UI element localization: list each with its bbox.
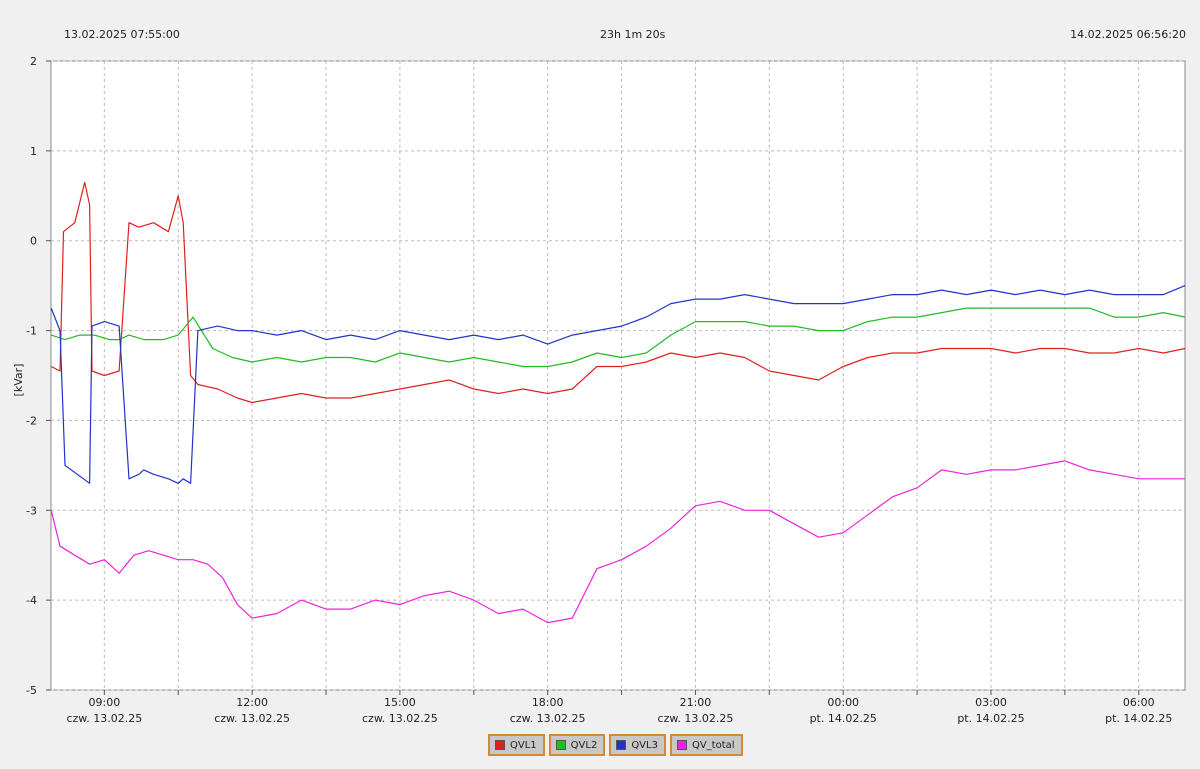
legend-label-qvl3: QVL3 xyxy=(631,739,658,751)
y-tick-label: 2 xyxy=(30,55,37,68)
series-line-qvl2 xyxy=(51,307,1186,368)
series-line-qvl3 xyxy=(50,285,1186,484)
x-tick-label-time: 09:00 xyxy=(89,696,121,709)
legend-item-qv-total[interactable]: QV_total xyxy=(669,734,743,756)
x-tick-label-time: 06:00 xyxy=(1123,696,1155,709)
x-tick-label-time: 15:00 xyxy=(384,696,416,709)
y-tick-label: -3 xyxy=(26,504,37,517)
legend-label-qv-total: QV_total xyxy=(691,739,735,751)
grid-lines xyxy=(51,60,1185,691)
x-tick-label-date: czw. 13.02.25 xyxy=(362,712,438,725)
y-tick-label: 1 xyxy=(30,145,37,158)
legend-item-qvl3[interactable]: QVL3 xyxy=(609,734,666,756)
legend-swatch-qvl2 xyxy=(555,740,566,750)
series-line-qvl1 xyxy=(50,181,1186,404)
x-tick-label-time: 18:00 xyxy=(532,696,564,709)
legend-swatch-qv-total xyxy=(676,740,687,750)
x-tick-label-date: czw. 13.02.25 xyxy=(658,712,734,725)
legend-swatch-qvl1 xyxy=(495,740,505,750)
y-tick-label: 0 xyxy=(30,235,37,248)
x-tick-label-time: 00:00 xyxy=(827,696,859,709)
x-tick-label-date: pt. 14.02.25 xyxy=(1105,712,1172,725)
legend-item-qvl1[interactable]: QVL1 xyxy=(488,734,545,756)
legend-swatch-qvl3 xyxy=(616,740,627,750)
x-tick-label-date: pt. 14.02.25 xyxy=(957,712,1024,725)
x-tick-label-date: pt. 14.02.25 xyxy=(810,712,877,725)
x-tick-label-date: czw. 13.02.25 xyxy=(66,712,142,725)
legend-label-qvl2: QVL2 xyxy=(570,739,598,751)
series-line-qv-total xyxy=(50,460,1186,624)
legend-item-qvl2[interactable]: QVL2 xyxy=(548,734,606,756)
y-tick-label: -2 xyxy=(26,414,37,427)
y-tick-label: -5 xyxy=(26,684,37,697)
x-tick-label-date: czw. 13.02.25 xyxy=(214,712,290,725)
y-tick-label: -4 xyxy=(26,594,37,607)
legend-label-qvl1: QVL1 xyxy=(510,739,537,751)
legend: QVL1 QVL2 QVL3 QV_total xyxy=(488,734,743,756)
x-tick-label-time: 03:00 xyxy=(975,696,1007,709)
plot-background xyxy=(50,60,1186,691)
y-tick-label: -1 xyxy=(26,325,37,338)
start-time-label: 13.02.2025 07:55:00 xyxy=(64,28,180,41)
axes: 2 1 0 -1 -2 -3 -4 -5 09:00 czw. 13.02.25 12:00 czw.… xyxy=(26,55,1172,725)
y-axis-label: [kVar] xyxy=(12,364,25,397)
x-tick-label-date: czw. 13.02.25 xyxy=(510,712,586,725)
duration-label: 23h 1m 20s xyxy=(600,28,666,41)
series-lines xyxy=(50,181,1186,624)
end-time-label: 14.02.2025 06:56:20 xyxy=(1070,28,1186,41)
x-tick-label-time: 12:00 xyxy=(236,696,268,709)
x-tick-label-time: 21:00 xyxy=(680,696,712,709)
